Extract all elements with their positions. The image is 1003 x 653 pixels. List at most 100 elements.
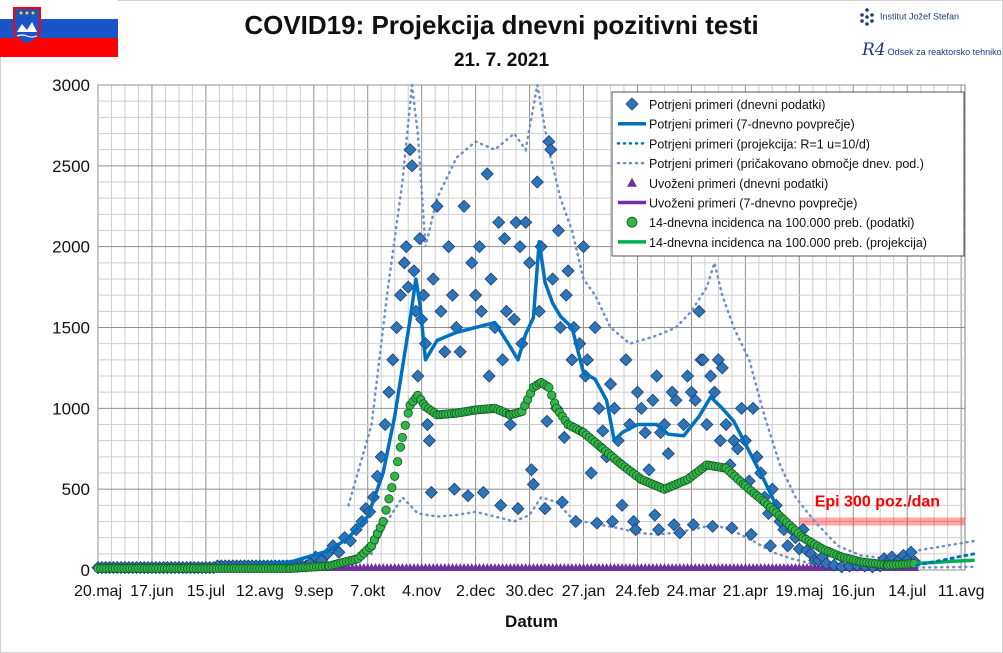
x-tick-label: 12.avg — [236, 583, 284, 600]
confirmed-point — [544, 143, 558, 157]
confirmed-point — [484, 272, 498, 286]
confirmed-point — [426, 272, 440, 286]
incidence-point — [544, 382, 554, 392]
x-tick-label: 19.maj — [775, 583, 823, 600]
confirmed-point — [378, 417, 392, 432]
confirmed-point — [642, 463, 656, 477]
confirmed-point — [538, 502, 552, 516]
confirmed-avg-line — [97, 240, 917, 571]
confirmed-point — [496, 353, 510, 367]
x-tick-label: 30.dec — [506, 583, 554, 600]
legend-label: Uvoženi primeri (7-dnevno povprečje) — [649, 197, 857, 211]
x-tick-label: 21.apr — [723, 583, 769, 600]
confirmed-point — [704, 369, 718, 383]
confirmed-point — [447, 482, 461, 496]
confirmed-point — [480, 167, 494, 181]
confirmed-point — [744, 527, 758, 541]
confirmed-point — [557, 430, 571, 444]
y-tick-label: 500 — [62, 480, 90, 499]
y-tick-label: 3000 — [52, 76, 90, 95]
confirmed-point — [619, 353, 633, 367]
confirmed-point — [781, 539, 795, 553]
confirmed-point — [513, 240, 527, 254]
confirmed-point — [731, 442, 745, 456]
confirmed-point — [474, 304, 488, 318]
ijs-logo-icon — [860, 8, 874, 26]
confirmed-point — [707, 385, 722, 399]
confirmed-point — [434, 304, 448, 318]
confirmed-point — [661, 447, 675, 461]
confirmed-point — [511, 502, 525, 516]
confirmed-point — [553, 320, 567, 335]
ijs-logo: Institut Jožef Stefan — [858, 8, 959, 26]
confirmed-point — [646, 393, 660, 407]
confirmed-point — [688, 393, 702, 407]
legend-label: Potrjeni primeri (dnevni podatki) — [649, 98, 825, 112]
confirmed-point — [638, 426, 652, 440]
confirmed-point — [580, 353, 594, 367]
confirmed-point — [482, 369, 496, 383]
page-date: 21. 7. 2021 — [453, 50, 550, 71]
confirmed-point — [401, 280, 415, 294]
confirmed-point — [607, 401, 621, 415]
confirmed-point — [472, 240, 487, 254]
confirmed-point — [565, 353, 579, 367]
y-tick-label: 1000 — [52, 399, 90, 418]
incidence-series — [93, 377, 919, 573]
x-tick-label: 24.feb — [615, 583, 660, 600]
y-tick-label: 0 — [81, 561, 90, 580]
incidence-point — [397, 432, 408, 443]
y-tick-label: 1500 — [52, 319, 90, 338]
incidence-point — [384, 494, 394, 504]
confirmed-point — [407, 264, 421, 278]
confirmed-point — [551, 223, 566, 238]
x-tick-label: 11.avg — [938, 583, 985, 600]
confirmed-point — [413, 232, 427, 246]
y-tick-label: 2500 — [52, 157, 90, 176]
confirmed-point — [442, 240, 456, 254]
confirmed-point — [630, 385, 645, 399]
confirmed-point — [503, 417, 517, 432]
confirmed-point — [719, 417, 733, 432]
confirmed-point — [424, 485, 438, 499]
confirmed-point — [713, 434, 727, 448]
confirmed-point — [430, 199, 444, 213]
confirmed-point — [405, 159, 419, 173]
confirmed-point — [673, 526, 687, 540]
confirmed-point — [509, 215, 523, 229]
incidence-point — [392, 457, 403, 467]
slovenia-flag-icon — [0, 0, 118, 57]
confirmed-point — [648, 508, 662, 522]
confirmed-point — [700, 417, 714, 432]
confirmed-point — [669, 393, 683, 407]
confirmed-point — [499, 304, 514, 318]
confirmed-point — [461, 489, 475, 503]
legend-marker — [625, 97, 639, 111]
x-tick-label: 2.dec — [456, 583, 495, 600]
confirmed-projection-line — [915, 552, 977, 567]
legend-marker — [627, 177, 637, 187]
x-axis-label: Datum — [505, 612, 558, 631]
confirmed-point — [332, 545, 346, 559]
confirmed-point — [634, 401, 648, 415]
x-tick-label: 17.jun — [130, 583, 174, 600]
incidence-point — [400, 420, 410, 430]
confirmed-point — [393, 288, 408, 302]
incidence-point — [547, 390, 557, 400]
legend-marker — [626, 216, 638, 228]
confirmed-point — [469, 288, 483, 302]
legend-label: Uvoženi primeri (dnevni podatki) — [649, 177, 828, 191]
ijs-logo-text: Institut Jožef Stefan — [880, 11, 960, 22]
confirmed-point — [605, 514, 619, 529]
legend-label: Potrjeni primeri (pričakovano območje dn… — [649, 157, 924, 171]
confirmed-point — [569, 514, 583, 529]
x-tick-label: 7.okt — [350, 583, 385, 600]
r4-logo-text: Odsek za reaktorsko tehniko — [887, 47, 1002, 57]
confirmed-point — [667, 518, 681, 532]
confirmed-point — [686, 518, 700, 532]
confirmed-point — [403, 143, 417, 157]
confirmed-point — [904, 545, 918, 559]
confirmed-point — [590, 516, 604, 530]
legend-box — [611, 91, 965, 257]
confirmed-point — [494, 498, 508, 512]
